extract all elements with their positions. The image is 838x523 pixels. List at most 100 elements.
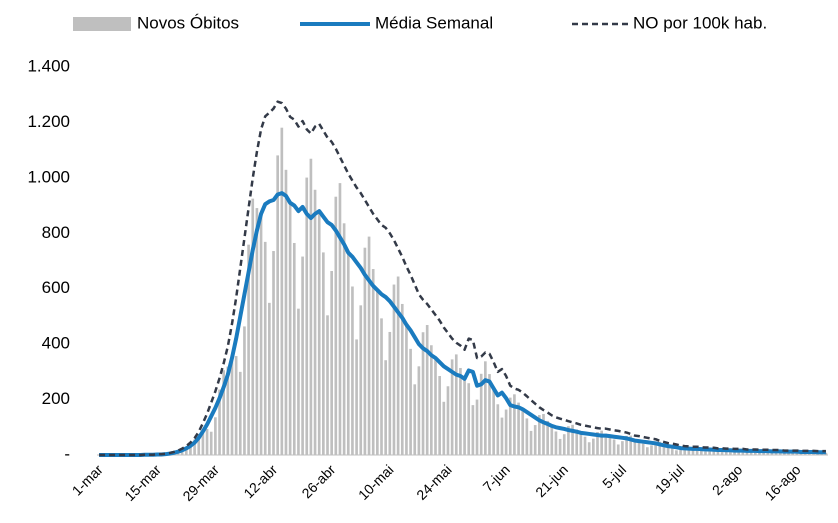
bar xyxy=(791,453,795,455)
bar xyxy=(753,450,757,455)
bar xyxy=(633,439,637,455)
bar xyxy=(479,373,483,455)
bar xyxy=(305,177,309,455)
bar xyxy=(413,384,417,455)
y-tick-label: 800 xyxy=(42,223,70,242)
bar xyxy=(243,326,246,455)
bar xyxy=(367,236,371,455)
bar xyxy=(571,424,574,455)
bar xyxy=(492,388,495,455)
bar xyxy=(214,417,217,455)
bar xyxy=(226,366,230,455)
bar xyxy=(342,223,346,455)
bar xyxy=(292,242,296,455)
x-tick-label: 5-jul xyxy=(599,461,629,491)
bar xyxy=(193,439,196,455)
bar xyxy=(396,276,400,455)
bar xyxy=(683,447,687,455)
bar xyxy=(641,443,645,455)
dashed-line xyxy=(99,100,826,457)
bar xyxy=(400,303,404,455)
x-tick-label: 10-mai xyxy=(355,461,397,503)
x-tick-label: 12-abr xyxy=(240,461,280,501)
bar xyxy=(363,247,367,455)
bar xyxy=(704,451,707,455)
bar xyxy=(488,374,491,455)
bar xyxy=(218,389,221,455)
bar xyxy=(417,366,421,455)
bar xyxy=(724,450,728,455)
bar xyxy=(691,448,695,455)
bar xyxy=(450,359,454,455)
bar xyxy=(434,358,437,455)
bar xyxy=(729,451,732,455)
x-tick-label: 15-mar xyxy=(121,461,164,504)
bar xyxy=(330,270,333,455)
bar xyxy=(679,449,682,455)
bar xyxy=(201,431,205,455)
bar xyxy=(513,394,516,455)
bar xyxy=(546,420,549,455)
bar xyxy=(430,345,433,455)
bar xyxy=(521,409,525,455)
legend-swatch xyxy=(73,17,131,31)
bar xyxy=(712,448,716,455)
bar xyxy=(209,431,213,455)
x-tick-label: 7-jun xyxy=(480,461,513,494)
bar xyxy=(425,325,429,455)
bar xyxy=(621,441,624,455)
y-tick-label: 1.400 xyxy=(27,56,70,75)
bar xyxy=(459,367,462,455)
bar xyxy=(255,208,259,455)
bar xyxy=(280,127,284,456)
bar xyxy=(471,405,475,455)
x-tick-label: 16-ago xyxy=(761,461,803,503)
bar xyxy=(189,444,192,455)
x-tick-label: 19-jul xyxy=(652,461,688,497)
bar xyxy=(205,428,209,455)
bar xyxy=(616,444,620,455)
bar xyxy=(575,429,579,455)
bar xyxy=(355,339,358,455)
bar xyxy=(251,198,255,455)
bar xyxy=(276,155,280,455)
bar xyxy=(687,446,691,455)
bar xyxy=(583,436,587,455)
bar xyxy=(180,452,184,455)
bar xyxy=(322,252,325,455)
y-tick-label: 1.200 xyxy=(27,112,70,131)
legend-label: Novos Óbitos xyxy=(137,13,239,32)
bar xyxy=(529,430,533,455)
y-tick-label: 600 xyxy=(42,278,70,297)
bar xyxy=(604,433,608,455)
bar xyxy=(309,158,313,455)
bar xyxy=(824,452,828,455)
bar xyxy=(351,286,354,455)
y-tick-label: - xyxy=(64,444,70,463)
x-tick-label: 26-abr xyxy=(298,461,338,501)
bar xyxy=(197,436,201,455)
bar xyxy=(496,404,500,455)
bar xyxy=(558,438,562,455)
bar xyxy=(658,441,662,455)
bar xyxy=(645,447,649,455)
bar xyxy=(533,425,537,455)
bar xyxy=(326,315,329,455)
bar xyxy=(504,409,508,455)
bar xyxy=(388,331,392,455)
bar xyxy=(238,371,242,455)
bar xyxy=(234,356,238,455)
legend-label: NO por 100k hab. xyxy=(633,13,767,32)
bar xyxy=(695,448,699,455)
bar xyxy=(259,213,263,455)
bar xyxy=(301,256,304,455)
legend-label: Média Semanal xyxy=(375,13,493,32)
bar xyxy=(554,431,558,455)
bar xyxy=(463,378,466,455)
bar xyxy=(475,399,479,455)
bar xyxy=(699,450,703,455)
bar xyxy=(230,358,234,455)
y-tick-label: 200 xyxy=(42,389,70,408)
bar xyxy=(737,451,741,455)
